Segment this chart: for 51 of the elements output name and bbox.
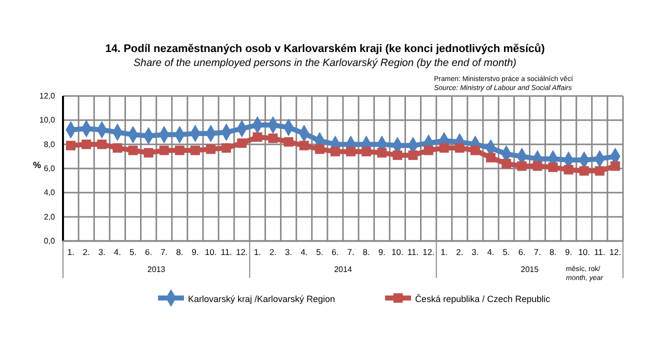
- x-tick-label: 12.: [609, 247, 622, 258]
- chart-subtitle: Share of the unemployed persons in the Karlovarský Region (by the end of month): [134, 57, 516, 69]
- x-tick-label: 1.: [67, 247, 74, 258]
- x-tick-label: 9.: [192, 247, 199, 258]
- x-tick-label: 5.: [502, 247, 510, 258]
- x-tick-label: 9.: [378, 247, 386, 258]
- x-tick-label: 12.: [236, 247, 248, 258]
- x-tick-label: 3.: [472, 247, 479, 258]
- text: 2013: [147, 265, 166, 274]
- x-tick-label: 5.: [316, 247, 324, 258]
- x-tick-label: 5.: [129, 247, 137, 258]
- x-tick-label: 7.: [160, 247, 168, 258]
- x-tick-label: 3.: [285, 247, 292, 258]
- x-tick-label: 6.: [332, 247, 339, 258]
- x-tick-label: 7.: [347, 247, 354, 258]
- x-tick-label: 4.: [300, 247, 308, 258]
- x-tick-label: 7.: [534, 247, 541, 258]
- x-tick-label: 10.: [204, 247, 217, 258]
- x-tick-label: 8.: [176, 247, 184, 258]
- y-tick-label: 10,0: [39, 116, 56, 125]
- x-tick-label: 12.: [422, 247, 434, 258]
- x-tick-label: 8.: [549, 247, 557, 258]
- y-tick-label: 12,0: [39, 92, 56, 101]
- y-tick-label: 4,0: [44, 188, 56, 198]
- x-tick-label: 6.: [518, 247, 526, 258]
- y-tick-label: 2,0: [44, 212, 56, 222]
- x-tick-label: 2.: [269, 247, 277, 258]
- x-tick-label: 3.: [98, 247, 106, 258]
- x-tick-label: 8.: [362, 247, 370, 258]
- x-tick-label: 2.: [82, 247, 90, 258]
- x-tick-label: 2.: [456, 247, 464, 258]
- text: 2014: [334, 265, 352, 274]
- legend-label: Karlovarský kraj /Karlovarský Region: [188, 294, 336, 304]
- x-tick-label: 9.: [565, 247, 572, 258]
- x-tick-label: 10.: [578, 247, 590, 258]
- x-tick-label: 1.: [254, 247, 261, 258]
- legend-label: Česká republika / Czech Republic: [415, 294, 551, 304]
- y-axis-title: %: [32, 160, 42, 170]
- x-tick-label: 11.: [594, 247, 606, 258]
- x-tick-label: 4.: [114, 247, 121, 258]
- y-tick-label: 8,0: [44, 140, 56, 149]
- chart-title: 14. Podíl nezaměstnaných osob v Karlovarském kraji (ke konci jednotlivých měsíců): [105, 43, 546, 55]
- x-tick-label: 11.: [220, 247, 232, 258]
- x-tick-label: 11.: [407, 247, 419, 258]
- text: 2015: [520, 265, 540, 274]
- x-tick-label: 10.: [392, 247, 404, 258]
- x-tick-label: 1.: [440, 247, 448, 258]
- y-tick-label: 6,0: [44, 164, 56, 174]
- y-tick-label: 0,0: [44, 236, 56, 246]
- x-tick-label: 4.: [487, 247, 494, 258]
- x-tick-label: 6.: [145, 247, 152, 258]
